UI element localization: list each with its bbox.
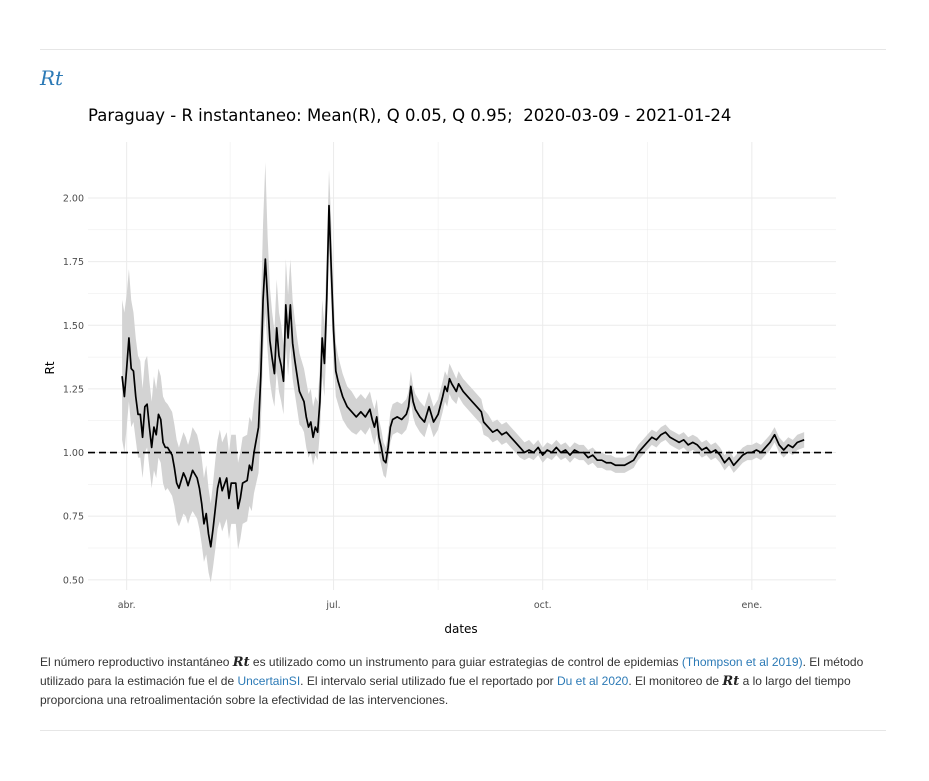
caption-text-2: es utilizado como un instrumento para gu… (249, 655, 682, 669)
confidence-band (122, 162, 805, 583)
link-du-2020[interactable]: Du et al 2020 (556, 674, 629, 688)
caption: El número reproductivo instantáneo Rt es… (40, 653, 888, 709)
y-tick-label: 1.00 (63, 448, 84, 459)
x-tick-label: oct. (534, 600, 552, 611)
caption-math-rt-2: Rt (722, 674, 740, 689)
rt-chart: 0.50 0.75 1.00 1.25 1.50 1.75 2.00 abr. jul. oct… (43, 142, 836, 636)
caption-math-rt-1: Rt (232, 655, 250, 670)
caption-text-1: El número reproductivo instantáneo (40, 655, 233, 669)
mean-line-layer (121, 204, 805, 548)
x-tick-label: ene. (742, 600, 763, 611)
link-thompson-2019[interactable]: (Thompson et al 2019) (681, 655, 803, 669)
x-tick-label: abr. (118, 600, 136, 611)
y-tick-label: 1.75 (63, 257, 84, 268)
caption-text-5: . El monitoreo de (628, 674, 723, 688)
x-tick-labels: abr. jul. oct. ene. (118, 600, 763, 611)
y-tick-labels: 0.50 0.75 1.00 1.25 1.50 1.75 2.00 (63, 194, 84, 587)
y-tick-label: 0.50 (63, 575, 84, 586)
x-tick-label: jul. (325, 600, 340, 611)
confidence-band-layer (122, 162, 805, 583)
caption-text-6: a lo largo del tiempo proporciona una re… (40, 674, 851, 707)
chart-title: Paraguay - R instantaneo: Mean(R), Q 0.0… (88, 106, 732, 125)
link-uncertainsi[interactable]: UncertainSI (237, 674, 301, 688)
section-heading: Rt (40, 66, 64, 90)
top-divider (40, 49, 886, 50)
y-tick-label: 1.50 (63, 321, 84, 332)
caption-text-4: . El intervalo serial utilizado fue el r… (300, 674, 557, 688)
y-tick-label: 2.00 (63, 194, 84, 205)
x-axis-title: dates (444, 622, 477, 636)
y-tick-label: 1.25 (63, 384, 84, 395)
bottom-divider (40, 730, 886, 731)
caption-text-3: . El método utilizado para la estimación… (40, 655, 864, 688)
mean-rt-line (121, 204, 805, 548)
y-axis-title: Rt (43, 361, 57, 374)
y-tick-label: 0.75 (63, 512, 84, 523)
